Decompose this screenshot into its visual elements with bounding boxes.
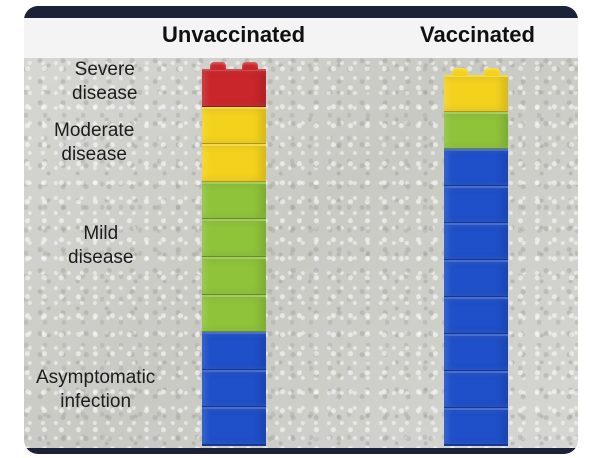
header-band bbox=[24, 18, 578, 58]
vaccinated-brick-blue bbox=[444, 186, 508, 224]
vaccinated-brick-blue bbox=[444, 371, 508, 409]
unvaccinated-brick-yellow bbox=[202, 144, 266, 183]
unvaccinated-brick-yellow bbox=[202, 106, 266, 146]
vaccinated-brick-blue bbox=[444, 260, 508, 298]
moderate-disease-label: Moderate disease bbox=[54, 120, 135, 165]
unvaccinated-brick-blue bbox=[202, 332, 266, 371]
unvaccinated-brick-green bbox=[202, 181, 266, 221]
unvaccinated-brick-green bbox=[202, 219, 266, 258]
unvaccinated-lego-tower bbox=[202, 62, 266, 446]
vaccinated-lego-tower bbox=[444, 68, 508, 446]
vaccinated-header: Vaccinated bbox=[420, 22, 535, 47]
unvaccinated-header: Unvaccinated bbox=[162, 22, 306, 47]
severe-disease-label: Severe disease bbox=[72, 59, 138, 104]
vaccinated-brick-yellow bbox=[444, 75, 508, 113]
vaccinated-lego-stud bbox=[484, 68, 500, 76]
vaccinated-brick-blue bbox=[444, 334, 508, 372]
unvaccinated-brick-blue bbox=[202, 369, 266, 409]
unvaccinated-lego-stud bbox=[242, 62, 258, 70]
top-dark-band bbox=[24, 6, 578, 18]
unvaccinated-brick-green bbox=[202, 257, 266, 296]
unvaccinated-lego-stud bbox=[210, 62, 226, 70]
mild-disease-label: Mild disease bbox=[68, 223, 134, 268]
unvaccinated-brick-green bbox=[202, 294, 266, 334]
photo-card: Unvaccinated Vaccinated Severe disease M… bbox=[24, 6, 578, 454]
bottom-dark-band bbox=[24, 448, 578, 454]
vaccinated-lego-stud bbox=[452, 68, 468, 76]
asymptomatic-infection-label: Asymptomatic infection bbox=[36, 367, 156, 412]
unvaccinated-brick-blue bbox=[202, 407, 266, 446]
unvaccinated-brick-red bbox=[202, 69, 266, 108]
vaccinated-brick-blue bbox=[444, 149, 508, 187]
vaccinated-brick-green bbox=[444, 112, 508, 150]
vaccinated-brick-blue bbox=[444, 408, 508, 446]
vaccinated-brick-blue bbox=[444, 223, 508, 261]
vaccinated-brick-blue bbox=[444, 297, 508, 335]
